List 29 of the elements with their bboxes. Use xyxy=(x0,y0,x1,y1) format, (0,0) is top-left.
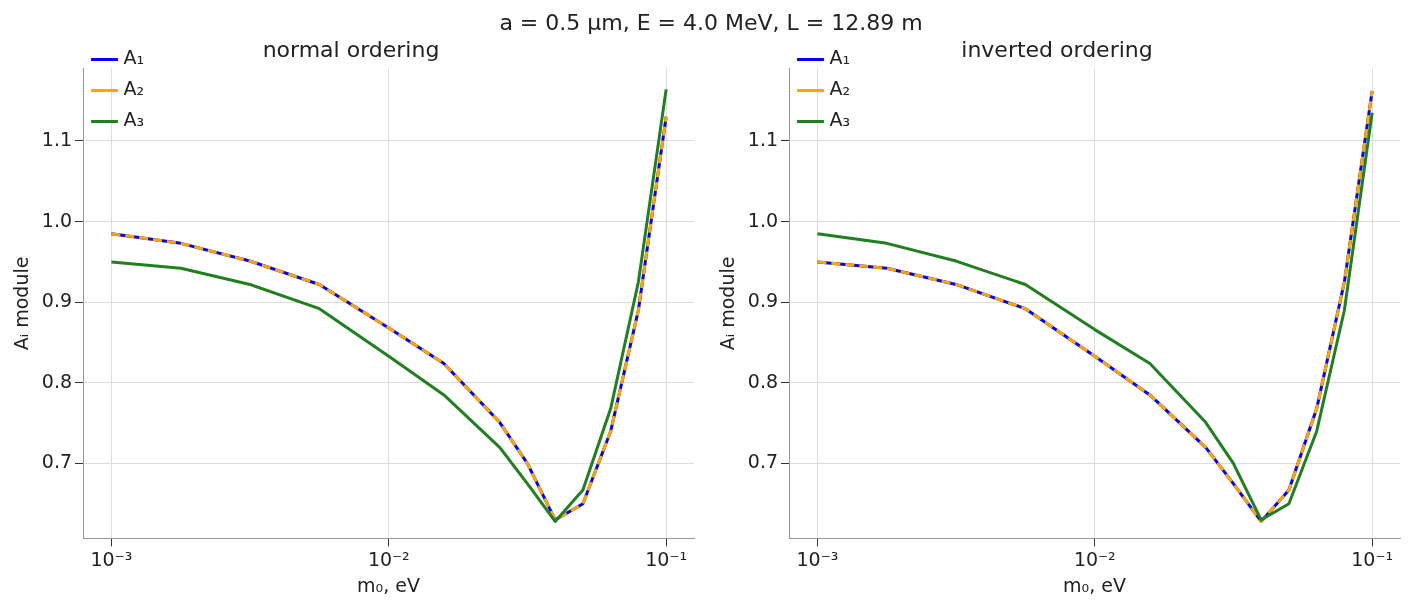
x-tick-label: 10⁻³ xyxy=(90,547,133,570)
y-tick-label: 0.9 xyxy=(747,289,779,312)
y-tick-label: 1.1 xyxy=(41,127,73,150)
legend-label: A₂ xyxy=(123,77,145,100)
chart-title: normal ordering xyxy=(262,36,440,62)
legend-label: A₁ xyxy=(829,46,851,69)
x-tick-label: 10⁻² xyxy=(1073,547,1116,570)
y-tick-label: 0.9 xyxy=(41,289,73,312)
y-tick-label: 0.8 xyxy=(747,369,779,392)
y-tick-label: 1.0 xyxy=(747,208,779,231)
y-tick-label: 1.1 xyxy=(747,127,779,150)
chart-title: inverted ordering xyxy=(961,36,1153,62)
y-axis-title: Aᵢ module xyxy=(10,256,33,351)
x-tick-label: 10⁻³ xyxy=(796,547,839,570)
legend-label: A₁ xyxy=(123,46,145,69)
legend-label: A₂ xyxy=(829,77,851,100)
y-axis-title: Aᵢ module xyxy=(716,256,739,351)
x-tick-label: 10⁻¹ xyxy=(1351,547,1394,570)
y-tick-label: 0.7 xyxy=(41,450,73,473)
y-tick-label: 1.0 xyxy=(41,208,73,231)
y-tick-label: 0.8 xyxy=(41,369,73,392)
y-tick-label: 0.7 xyxy=(747,450,779,473)
x-tick-label: 10⁻² xyxy=(367,547,410,570)
legend-label: A₃ xyxy=(123,108,145,131)
legend-label: A₃ xyxy=(829,108,851,131)
x-axis-title: m₀, eV xyxy=(1063,573,1126,596)
x-axis-title: m₀, eV xyxy=(357,573,420,596)
text: a = 0.5 μm, E = 4.0 MeV, L = 12.89 m xyxy=(498,9,924,37)
x-tick-label: 10⁻¹ xyxy=(645,547,688,570)
